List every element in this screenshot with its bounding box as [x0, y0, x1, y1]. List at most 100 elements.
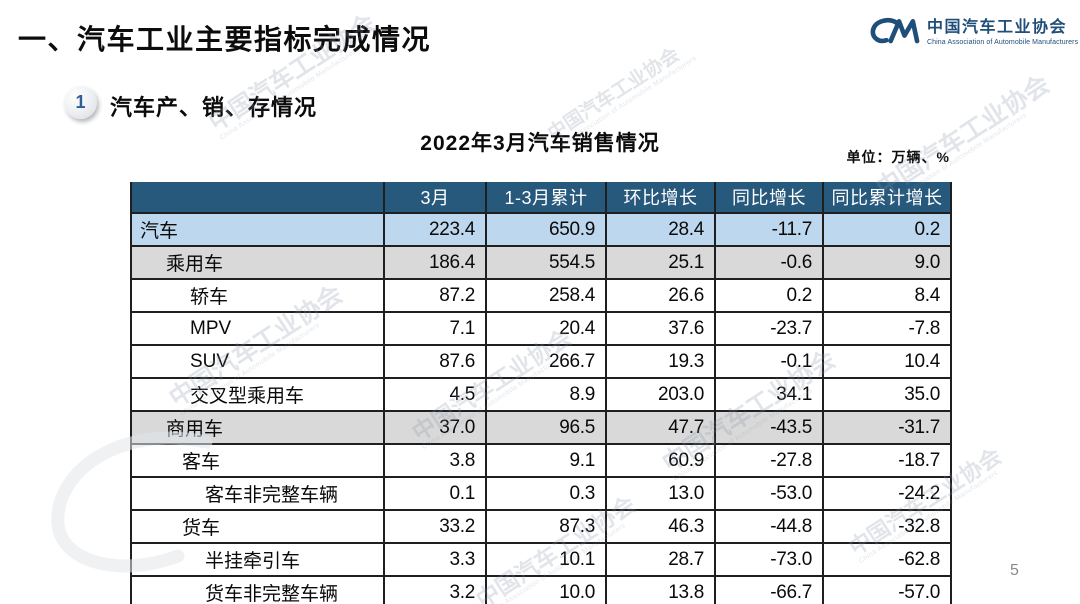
- cell-value: -62.8: [824, 544, 952, 575]
- row-label: 轿车: [132, 280, 385, 311]
- cell-value: -32.8: [824, 511, 952, 542]
- cell-value: -53.0: [716, 478, 824, 509]
- table-row: 轿车 87.2 258.4 26.6 0.2 8.4: [130, 280, 952, 313]
- row-label: 商用车: [132, 412, 385, 443]
- cell-value: 60.9: [607, 445, 716, 476]
- cell-value: -73.0: [716, 544, 824, 575]
- table-header-cell: 同比累计增长: [824, 182, 952, 212]
- cell-value: 19.3: [607, 346, 716, 377]
- table-row: 汽车 223.4 650.9 28.4 -11.7 0.2: [130, 214, 952, 247]
- cell-value: 0.2: [824, 214, 952, 245]
- cell-value: 10.1: [487, 544, 607, 575]
- table-body: 汽车 223.4 650.9 28.4 -11.7 0.2 乘用车 186.4 554.5 25.…: [130, 214, 952, 604]
- cell-value: 34.1: [716, 379, 824, 410]
- row-label: 汽车: [132, 214, 385, 245]
- row-label: 半挂牵引车: [132, 544, 385, 575]
- cell-value: 203.0: [607, 379, 716, 410]
- page-number: 5: [1010, 562, 1019, 579]
- cell-value: 87.3: [487, 511, 607, 542]
- cell-value: 4.5: [385, 379, 487, 410]
- section-title: 汽车产、销、存情况: [110, 95, 318, 120]
- row-label: 客车非完整车辆: [132, 478, 385, 509]
- row-label: 货车: [132, 511, 385, 542]
- cell-value: 46.3: [607, 511, 716, 542]
- cell-value: -57.0: [824, 577, 952, 604]
- cell-value: 96.5: [487, 412, 607, 443]
- cell-value: 10.4: [824, 346, 952, 377]
- cell-value: -31.7: [824, 412, 952, 443]
- cell-value: 13.0: [607, 478, 716, 509]
- row-label: 交叉型乘用车: [132, 379, 385, 410]
- cell-value: -0.6: [716, 247, 824, 278]
- row-label: MPV: [132, 313, 385, 344]
- table-header-cell: 1-3月累计: [487, 182, 607, 212]
- logo-name-cn: 中国汽车工业协会: [927, 19, 1068, 36]
- cell-value: -27.8: [716, 445, 824, 476]
- unit-label: 单位：万辆、%: [846, 149, 950, 165]
- cell-value: -23.7: [716, 313, 824, 344]
- table-row: 货车非完整车辆 3.2 10.0 13.8 -66.7 -57.0: [130, 577, 952, 604]
- table-row: 半挂牵引车 3.3 10.1 28.7 -73.0 -62.8: [130, 544, 952, 577]
- cell-value: 650.9: [487, 214, 607, 245]
- table-header-cell: 同比增长: [716, 182, 824, 212]
- logo: 中国汽车工业协会 China Association of Automobile…: [868, 14, 1078, 48]
- cell-value: -43.5: [716, 412, 824, 443]
- table-header-cell: 3月: [385, 182, 487, 212]
- table-row: 商用车 37.0 96.5 47.7 -43.5 -31.7: [130, 412, 952, 445]
- section-badge: 1: [64, 86, 97, 119]
- cell-value: 266.7: [487, 346, 607, 377]
- row-label: 乘用车: [132, 247, 385, 278]
- cell-value: 37.0: [385, 412, 487, 443]
- cell-value: 8.4: [824, 280, 952, 311]
- row-label: 客车: [132, 445, 385, 476]
- cell-value: -7.8: [824, 313, 952, 344]
- cell-value: -0.1: [716, 346, 824, 377]
- cell-value: 3.8: [385, 445, 487, 476]
- table-row: 货车 33.2 87.3 46.3 -44.8 -32.8: [130, 511, 952, 544]
- cell-value: 20.4: [487, 313, 607, 344]
- row-label: 货车非完整车辆: [132, 577, 385, 604]
- table-header-cell: 环比增长: [607, 182, 716, 212]
- cell-value: 87.6: [385, 346, 487, 377]
- cell-value: -44.8: [716, 511, 824, 542]
- sales-table: 3月 1-3月累计 环比增长 同比增长 同比累计增长 汽车 223.4 650.9 28.4-…: [130, 182, 952, 604]
- cell-value: 9.0: [824, 247, 952, 278]
- cell-value: -11.7: [716, 214, 824, 245]
- table-title: 2022年3月汽车销售情况: [420, 132, 660, 155]
- table-header-cell-empty: [132, 182, 385, 212]
- cell-value: 10.0: [487, 577, 607, 604]
- cell-value: 258.4: [487, 280, 607, 311]
- cell-value: 9.1: [487, 445, 607, 476]
- table-row: 客车 3.8 9.1 60.9 -27.8 -18.7: [130, 445, 952, 478]
- cell-value: -18.7: [824, 445, 952, 476]
- cell-value: 8.9: [487, 379, 607, 410]
- row-label: SUV: [132, 346, 385, 377]
- cell-value: -24.2: [824, 478, 952, 509]
- cell-value: 33.2: [385, 511, 487, 542]
- cell-value: 3.3: [385, 544, 487, 575]
- cell-value: 13.8: [607, 577, 716, 604]
- table-header-row: 3月 1-3月累计 环比增长 同比增长 同比累计增长: [130, 182, 952, 214]
- cell-value: 0.1: [385, 478, 487, 509]
- cam-logo-icon: [870, 18, 920, 44]
- cell-value: 554.5: [487, 247, 607, 278]
- cell-value: 0.2: [716, 280, 824, 311]
- cell-value: 223.4: [385, 214, 487, 245]
- cell-value: 26.6: [607, 280, 716, 311]
- logo-text: 中国汽车工业协会 China Association of Automobile…: [927, 19, 1078, 46]
- cell-value: 25.1: [607, 247, 716, 278]
- cell-value: 28.4: [607, 214, 716, 245]
- table-row: 交叉型乘用车 4.5 8.9 203.0 34.1 35.0: [130, 379, 952, 412]
- cell-value: 47.7: [607, 412, 716, 443]
- table-row: MPV 7.1 20.4 37.6 -23.7 -7.8: [130, 313, 952, 346]
- cell-value: 186.4: [385, 247, 487, 278]
- cell-value: 37.6: [607, 313, 716, 344]
- table-row: SUV 87.6 266.7 19.3 -0.1 10.4: [130, 346, 952, 379]
- cell-value: 87.2: [385, 280, 487, 311]
- cell-value: 35.0: [824, 379, 952, 410]
- logo-name-en: China Association of Automobile Manufact…: [927, 38, 1079, 46]
- cell-value: -66.7: [716, 577, 824, 604]
- slide-title: 一、汽车工业主要指标完成情况: [18, 24, 432, 55]
- table-row: 客车非完整车辆 0.1 0.3 13.0 -53.0 -24.2: [130, 478, 952, 511]
